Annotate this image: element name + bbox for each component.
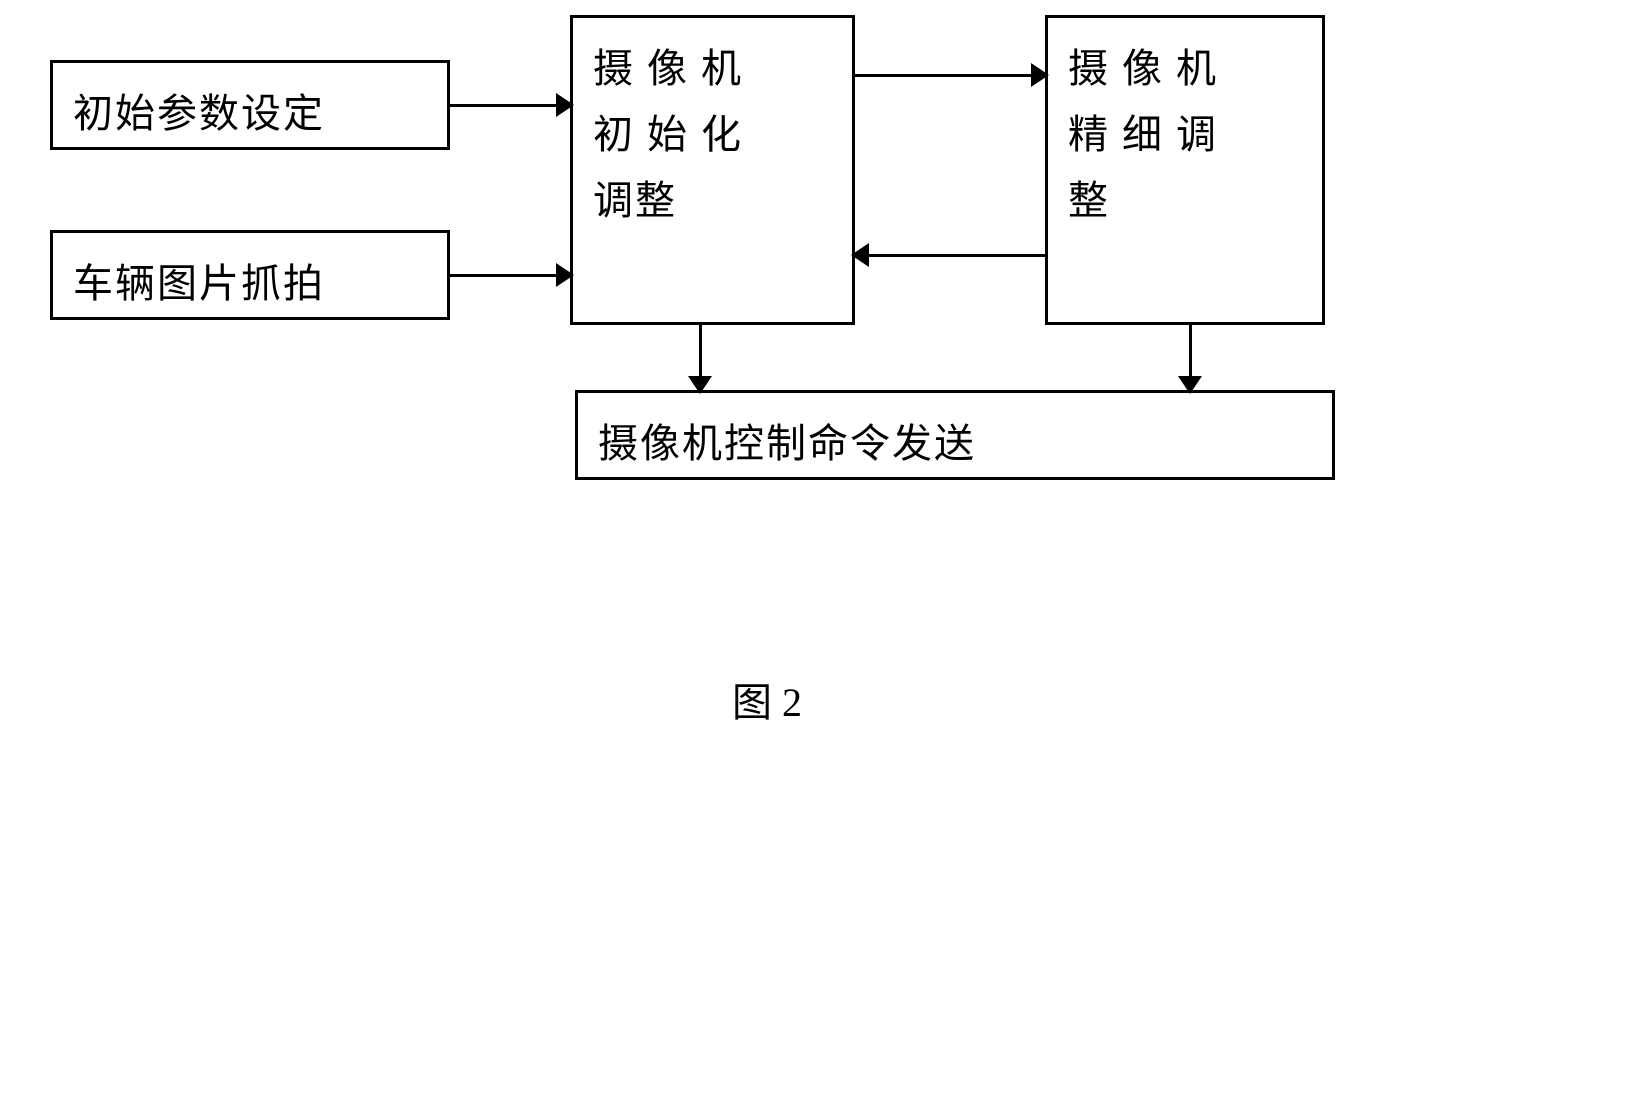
figure-caption: 图 2 bbox=[732, 670, 802, 728]
box-camera-fine: 摄 像 机 精 细 调 整 bbox=[1045, 15, 1325, 325]
arrow-head-right-icon bbox=[556, 263, 574, 287]
arrow-line bbox=[450, 104, 556, 107]
arrow-line bbox=[1189, 325, 1192, 376]
box-label: 摄 像 机 初 始 化 调整 bbox=[593, 36, 743, 234]
box-vehicle-capture: 车辆图片抓拍 bbox=[50, 230, 450, 320]
arrow-line bbox=[450, 274, 556, 277]
arrow-head-right-icon bbox=[556, 93, 574, 117]
box-initial-params: 初始参数设定 bbox=[50, 60, 450, 150]
box-label: 摄像机控制命令发送 bbox=[598, 411, 976, 477]
box-label: 摄 像 机 精 细 调 整 bbox=[1068, 36, 1218, 234]
flowchart-diagram: 初始参数设定 车辆图片抓拍 摄 像 机 初 始 化 调整 摄 像 机 精 细 调… bbox=[0, 0, 1631, 1116]
box-label: 初始参数设定 bbox=[73, 81, 325, 147]
box-label: 车辆图片抓拍 bbox=[73, 251, 325, 317]
arrow-head-down-icon bbox=[1178, 376, 1202, 394]
arrow-head-left-icon bbox=[851, 243, 869, 267]
box-camera-init: 摄 像 机 初 始 化 调整 bbox=[570, 15, 855, 325]
arrow-head-down-icon bbox=[688, 376, 712, 394]
arrow-line bbox=[855, 74, 1031, 77]
arrow-line bbox=[869, 254, 1045, 257]
arrow-line bbox=[699, 325, 702, 376]
arrow-head-right-icon bbox=[1031, 63, 1049, 87]
box-send-command: 摄像机控制命令发送 bbox=[575, 390, 1335, 480]
